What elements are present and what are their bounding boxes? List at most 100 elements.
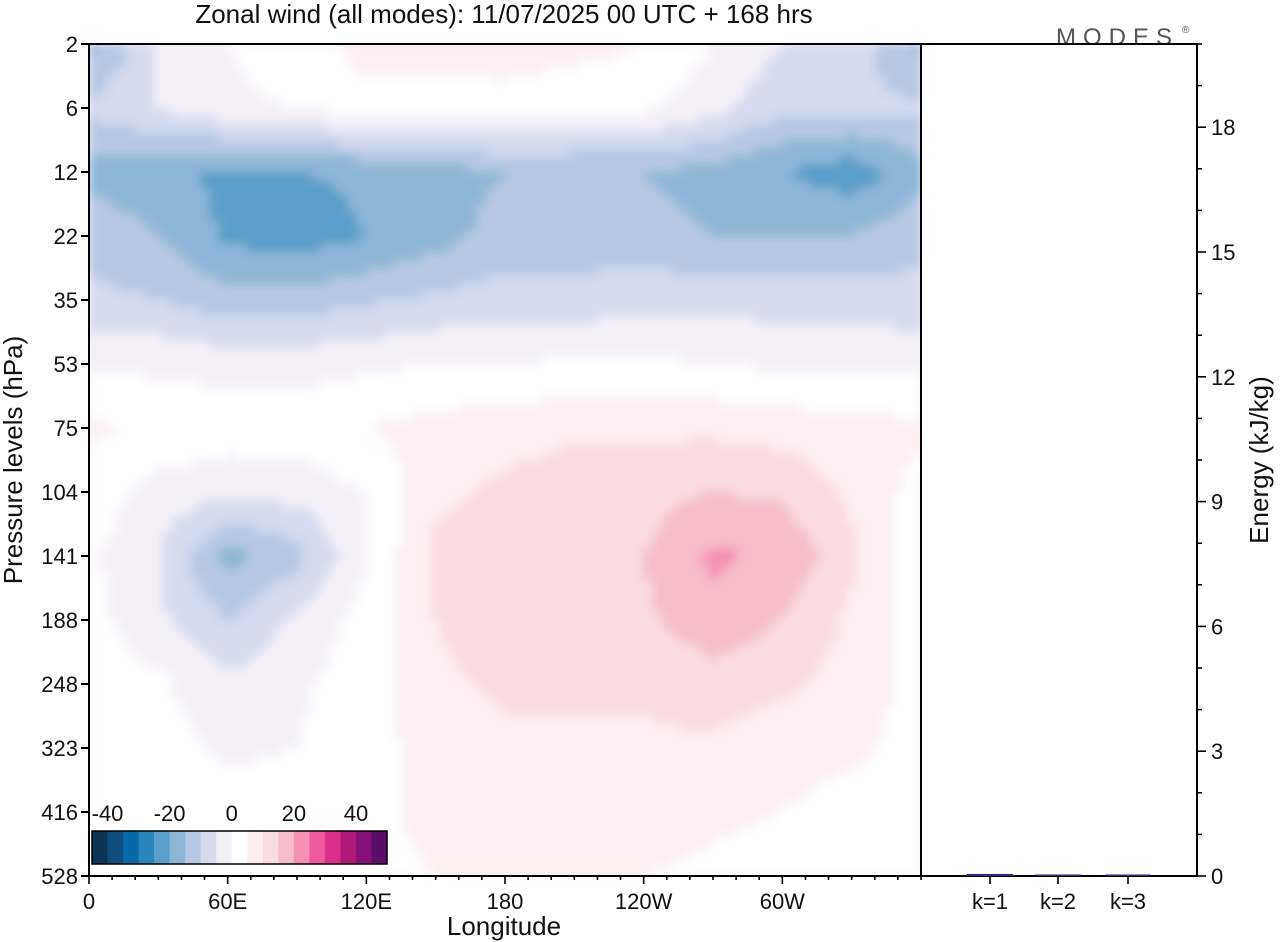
wind-cell: [125, 308, 137, 317]
wind-cell: [403, 460, 414, 469]
wind-cell: [819, 156, 830, 165]
wind-cell: [625, 44, 636, 53]
wind-cell: [680, 52, 691, 61]
wind-cell: [218, 244, 229, 253]
wind-cell: [273, 140, 284, 149]
wind-cell: [551, 316, 562, 325]
wind-cell: [643, 276, 654, 285]
wind-cell: [505, 476, 516, 485]
wind-cell: [421, 140, 432, 149]
wind-cell: [162, 340, 173, 349]
wind-cell: [726, 308, 737, 317]
wind-cell: [375, 116, 386, 125]
wind-cell: [874, 452, 885, 461]
wind-cell: [810, 228, 821, 237]
wind-cell: [505, 116, 516, 125]
wind-cell: [468, 268, 479, 277]
wind-cell: [477, 396, 488, 405]
wind-cell: [236, 324, 247, 333]
wind-cell: [800, 412, 811, 421]
wind-cell: [671, 380, 682, 389]
wind-cell: [754, 332, 765, 341]
wind-cell: [551, 44, 562, 53]
wind-cell: [301, 212, 312, 221]
wind-cell: [144, 484, 155, 493]
wind-cell: [763, 108, 774, 117]
wind-cell: [273, 428, 284, 437]
wind-cell: [699, 332, 710, 341]
wind-cell: [394, 356, 405, 365]
wind-cell: [236, 444, 247, 453]
wind-cell: [347, 252, 358, 261]
wind-cell: [98, 172, 109, 181]
wind-cell: [125, 172, 137, 181]
wind-cell: [246, 44, 257, 53]
wind-cell: [273, 436, 284, 445]
wind-cell: [837, 252, 848, 261]
wind-cell: [902, 412, 913, 421]
wind-cell: [162, 92, 173, 101]
wind-cell: [597, 364, 608, 373]
wind-cell: [144, 372, 155, 381]
wind-cell: [162, 236, 173, 245]
wind-cell: [403, 364, 414, 373]
wind-cell: [847, 428, 858, 437]
wind-cell: [255, 60, 266, 69]
wind-cell: [819, 316, 830, 325]
wind-cell: [634, 140, 645, 149]
wind-cell: [412, 44, 423, 53]
wind-cell: [329, 436, 340, 445]
wind-cell: [874, 84, 885, 93]
wind-cell: [329, 420, 340, 429]
wind-cell: [597, 380, 608, 389]
wind-cell: [643, 124, 654, 133]
wind-cell: [847, 164, 858, 173]
wind-cell: [800, 132, 811, 141]
wind-cell: [116, 108, 127, 117]
wind-cell: [431, 348, 442, 357]
wind-cell: [541, 316, 553, 325]
wind-cell: [773, 76, 784, 85]
wind-cell: [458, 348, 469, 357]
wind-cell: [394, 388, 405, 397]
wind-cell: [421, 292, 432, 301]
wind-cell: [560, 44, 571, 53]
wind-cell: [107, 332, 118, 341]
wind-cell: [190, 44, 201, 53]
wind-cell: [366, 68, 377, 77]
wind-cell: [810, 124, 821, 133]
wind-cell: [569, 164, 580, 173]
wind-cell: [828, 316, 839, 325]
wind-cell: [615, 292, 626, 301]
wind-cell: [107, 244, 118, 253]
wind-cell: [680, 196, 691, 205]
wind-cell: [625, 116, 636, 125]
wind-cell: [449, 212, 460, 221]
wind-cell: [357, 292, 368, 301]
wind-cell: [431, 340, 442, 349]
wind-cell: [689, 460, 700, 469]
wind-cell: [606, 396, 617, 405]
wind-cell: [421, 212, 432, 221]
wind-cell: [357, 316, 368, 325]
wind-cell: [828, 348, 839, 357]
wind-cell: [98, 76, 109, 85]
wind-cell: [135, 444, 146, 453]
wind-cell: [89, 348, 100, 357]
wind-cell: [541, 356, 553, 365]
wind-cell: [227, 140, 238, 149]
wind-cell: [301, 372, 312, 381]
wind-cell: [810, 412, 821, 421]
wind-cell: [375, 452, 386, 461]
wind-cell: [911, 252, 921, 261]
wind-cell: [837, 244, 848, 253]
wind-cell: [320, 468, 331, 477]
wind-cell: [782, 372, 793, 381]
wind-cell: [560, 68, 571, 77]
wind-cell: [135, 388, 146, 397]
wind-cell: [283, 244, 294, 253]
wind-cell: [135, 196, 146, 205]
wind-cell: [338, 236, 349, 245]
wind-cell: [477, 212, 488, 221]
wind-cell: [726, 412, 737, 421]
